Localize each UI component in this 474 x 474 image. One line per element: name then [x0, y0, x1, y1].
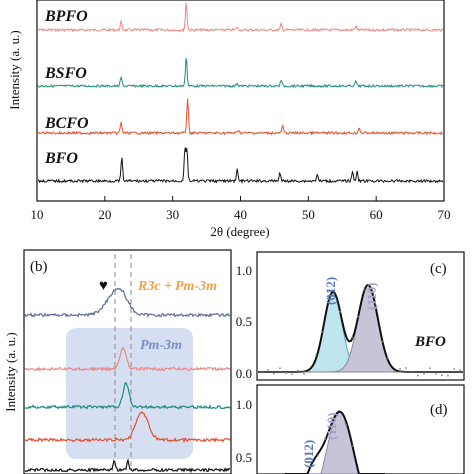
panel-b-letter: (b) — [30, 259, 48, 275]
c-data-point — [351, 336, 353, 339]
panel-c-sample-label: BFO — [414, 334, 446, 350]
panel-a: BPFO BSFO BCFO BFO 10 20 30 40 50 60 70 2θ (degre… — [7, 0, 451, 239]
panel-a-xlabel: 2θ (degree) — [210, 224, 269, 239]
heart-marker: ♥ — [99, 278, 108, 294]
d-peak-012: (012) — [301, 440, 316, 468]
b-trace-1 — [24, 346, 231, 372]
d-data-point — [310, 465, 312, 468]
d-fill-110 — [305, 411, 380, 474]
c-data-point — [279, 367, 281, 370]
panel-b-ylabel: Intensity (a. u.) — [3, 332, 18, 411]
c-data-point — [405, 367, 407, 369]
c-peak-012: (012) — [323, 277, 338, 305]
d-fit-curve — [285, 410, 385, 474]
a-xtick-label: 50 — [302, 207, 315, 222]
a-trace-bsfo — [37, 58, 444, 89]
d-data-point — [352, 445, 354, 447]
c-data-point — [429, 367, 431, 370]
d-ytick-05: 0.5 — [236, 450, 252, 465]
d-data-point — [324, 438, 326, 440]
pm3m-label: Pm-3m — [140, 338, 182, 353]
c-data-point — [399, 367, 401, 370]
a-xtick-label: 30 — [166, 207, 179, 222]
c-data-point — [441, 374, 443, 377]
panel-d-letter: (d) — [430, 402, 448, 418]
c-data-point — [387, 357, 389, 360]
panel-b-frame — [23, 249, 232, 474]
c-data-point — [273, 372, 275, 375]
c-data-point — [327, 301, 329, 304]
c-data-point — [453, 368, 455, 370]
c-data-point — [297, 369, 299, 372]
c-data-point — [459, 369, 461, 371]
panel-a-ylabel: Intensity (a. u.) — [7, 30, 22, 109]
a-series-label-bpfo: BPFO — [44, 8, 88, 25]
c-data-point — [261, 371, 263, 374]
c-data-point — [369, 288, 371, 291]
b-trace-0 — [24, 287, 231, 318]
c-data-point — [333, 294, 335, 297]
c-data-point — [291, 373, 293, 376]
a-trace-bcfo — [37, 98, 443, 136]
c-data-point — [339, 310, 341, 313]
c-data-point — [393, 370, 395, 372]
c-ytick-1: 1.0 — [236, 263, 252, 278]
a-xtick-label: 20 — [98, 207, 111, 222]
d-data-point — [331, 418, 333, 421]
panel-c-letter: (c) — [430, 261, 447, 277]
c-data-point — [285, 372, 287, 375]
a-series-label-bsfo: BSFO — [44, 65, 87, 82]
a-xtick-label: 10 — [31, 207, 44, 222]
c-data-point — [417, 374, 419, 377]
a-xtick-label: 40 — [234, 207, 247, 222]
d-peak-110: (110) — [324, 413, 339, 440]
panel-d: (d) 1.0 0.5 (012) (110) — [236, 384, 465, 474]
panel-c-frame — [256, 251, 465, 381]
a-series-label-bfo: BFO — [44, 150, 78, 167]
a-trace-bpfo — [37, 2, 444, 33]
c-data-point — [309, 370, 311, 373]
c-data-point — [381, 340, 383, 343]
c-data-point — [423, 372, 425, 375]
c-ytick-05: 0.5 — [236, 314, 252, 329]
c-data-point — [267, 369, 269, 371]
plus-label: + — [164, 279, 172, 294]
c-data-point — [435, 373, 437, 375]
c-data-point — [321, 331, 323, 333]
a-xtick-label: 70 — [438, 207, 451, 222]
panel-b: (b) ♥ R3c + Pm-3m Pm-3m Intensity (a. u.… — [3, 249, 232, 474]
c-data-point — [375, 305, 377, 308]
d-ytick-1: 1.0 — [236, 397, 252, 412]
d-data-point — [345, 423, 347, 426]
a-series-label-bcfo: BCFO — [44, 115, 89, 132]
c-peak-110: (110) — [364, 283, 379, 310]
a-xtick-label: 60 — [370, 207, 383, 222]
c-data-point — [363, 288, 365, 291]
c-data-point — [315, 354, 317, 357]
panel-d-frame — [256, 384, 465, 474]
b-trace-3 — [24, 411, 231, 444]
r3c-label: R3c — [137, 279, 161, 294]
r3c-pm3m-label: Pm-3m — [175, 279, 217, 294]
c-ytick-0: 0.0 — [236, 366, 252, 381]
c-data-point — [447, 374, 449, 377]
c-data-point — [345, 339, 347, 341]
b-trace-4 — [24, 458, 231, 474]
c-data-point — [411, 371, 413, 373]
d-data-point — [317, 454, 319, 457]
d-data-point — [338, 409, 340, 412]
c-data-point — [303, 372, 305, 375]
b-trace-2 — [24, 381, 231, 410]
panel-c: (c) BFO 1.0 0.5 0.0 (012) (110) — [236, 251, 465, 381]
c-data-point — [357, 315, 359, 318]
a-trace-bfo — [37, 147, 444, 184]
